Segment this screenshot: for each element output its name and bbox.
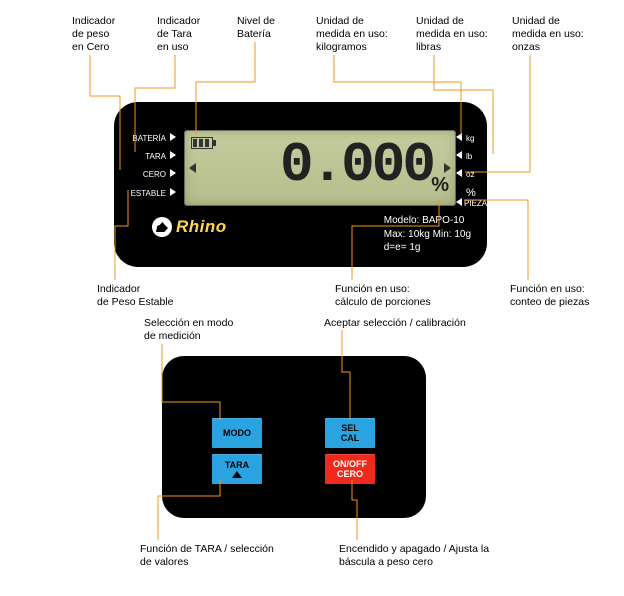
callouts-bottom: [0, 0, 624, 596]
